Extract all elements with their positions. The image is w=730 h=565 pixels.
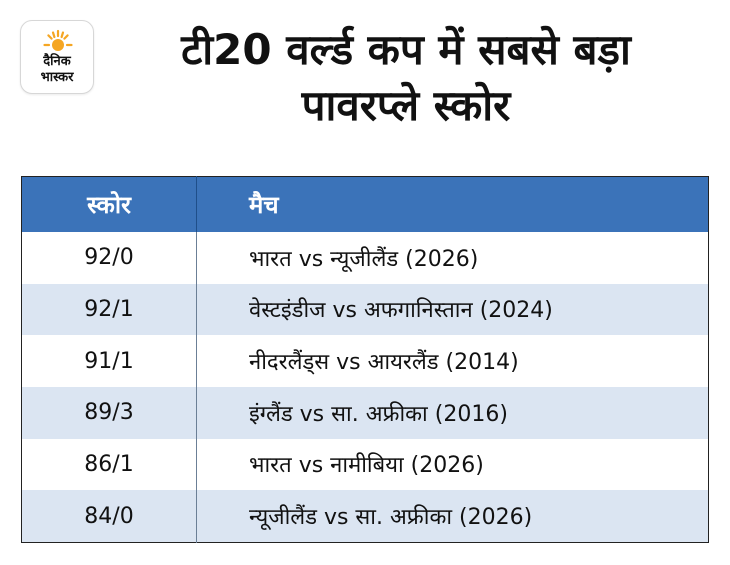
column-header-match: मैच	[196, 176, 709, 232]
logo-text-bhaskar: भास्कर	[40, 70, 74, 85]
table-header-row: स्कोर मैच	[21, 176, 709, 232]
title-line-2: पावरप्ले स्कोर	[301, 81, 511, 130]
score-cell: 91/1	[21, 335, 197, 387]
score-cell: 84/0	[21, 490, 197, 543]
table-row: 92/0 भारत vs न्यूजीलैंड (2026)	[21, 232, 709, 284]
title-line-1: टी20 वर्ल्ड कप में सबसे बड़ा	[181, 25, 631, 74]
score-cell: 92/0	[21, 232, 197, 284]
match-cell: भारत vs नामीबिया (2026)	[196, 438, 709, 491]
score-cell: 86/1	[21, 438, 197, 491]
score-cell: 92/1	[21, 283, 197, 336]
sun-icon	[43, 29, 73, 51]
score-cell: 89/3	[21, 386, 197, 439]
dainik-bhaskar-logo: दैनिक भास्कर	[20, 20, 94, 94]
table-row: 86/1 भारत vs नामीबिया (2026)	[21, 438, 709, 491]
match-cell: इंग्लैंड vs सा. अफ्रीका (2016)	[196, 386, 709, 439]
table-row: 84/0 न्यूजीलैंड vs सा. अफ्रीका (2026)	[21, 490, 709, 543]
column-header-score: स्कोर	[21, 176, 197, 232]
table-row: 91/1 नीदरलैंड्स vs आयरलैंड (2014)	[21, 335, 709, 387]
match-cell: न्यूजीलैंड vs सा. अफ्रीका (2026)	[196, 490, 709, 543]
page-title: टी20 वर्ल्ड कप में सबसे बड़ा पावरप्ले स्…	[96, 22, 716, 134]
powerplay-scores-table: स्कोर मैच 92/0 भारत vs न्यूजीलैंड (2026)…	[21, 176, 709, 543]
logo-text-dainik: दैनिक	[43, 54, 71, 69]
match-cell: वेस्टइंडीज vs अफगानिस्तान (2024)	[196, 283, 709, 336]
table-row: 89/3 इंग्लैंड vs सा. अफ्रीका (2016)	[21, 386, 709, 439]
match-cell: भारत vs न्यूजीलैंड (2026)	[196, 232, 709, 284]
match-cell: नीदरलैंड्स vs आयरलैंड (2014)	[196, 335, 709, 387]
table-row: 92/1 वेस्टइंडीज vs अफगानिस्तान (2024)	[21, 283, 709, 336]
